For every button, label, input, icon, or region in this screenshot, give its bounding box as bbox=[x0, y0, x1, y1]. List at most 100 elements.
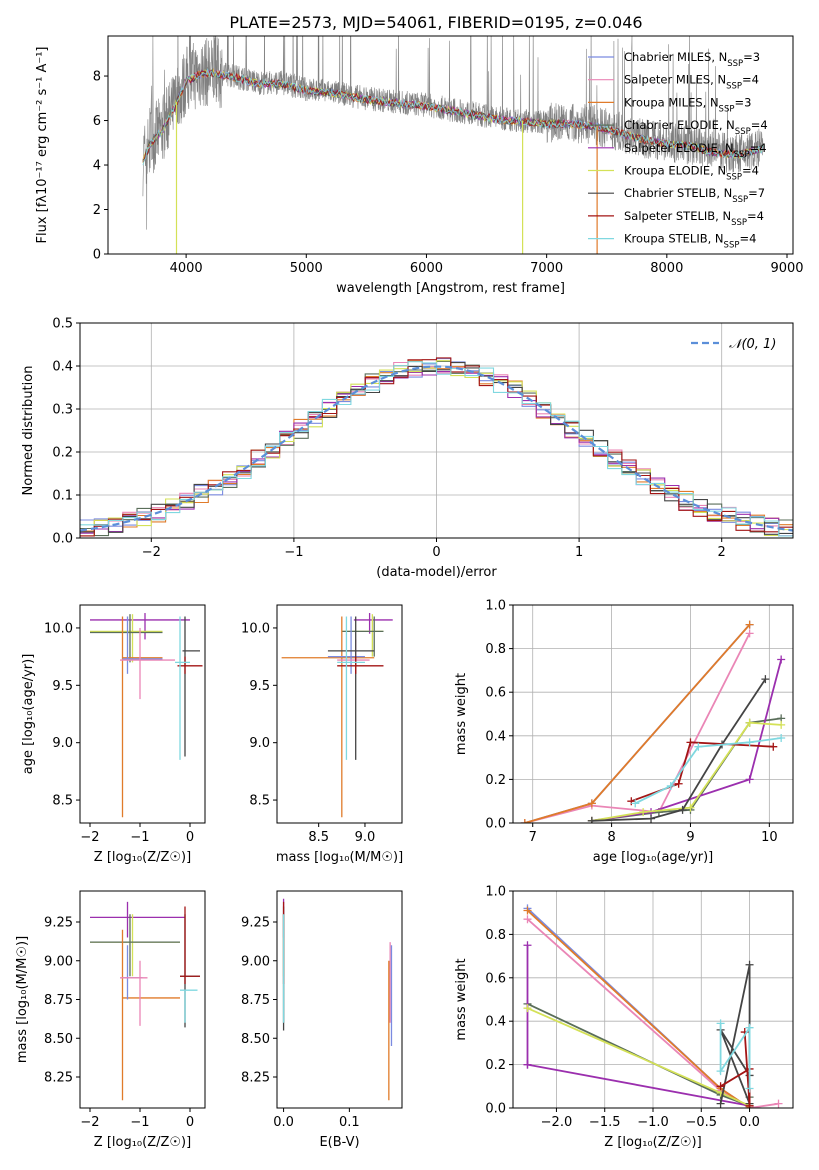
mass-weight-marker bbox=[716, 1099, 725, 1108]
axes-massweight-vs-Z: −2.0 −1.5 −1.0 −0.5 0.0 0.0 0.2 0.4 0.6 0.8 1.0 Z [… bbox=[454, 885, 794, 1150]
x-tick-label: 0 bbox=[186, 1115, 194, 1130]
errorbar-point bbox=[90, 914, 180, 977]
mass-weight-marker bbox=[587, 816, 596, 823]
axes-frame bbox=[79, 322, 794, 539]
x-axis-label: (data-model)/error bbox=[376, 565, 497, 580]
errorbar-point bbox=[180, 914, 200, 1028]
axes-mass-vs-EBV: 0.0 0.1 8.25 8.50 8.75 9.00 9.25 E(B-V) bbox=[241, 890, 403, 1150]
errorbar-point bbox=[180, 989, 198, 1023]
mass-weight-series-line bbox=[526, 907, 751, 1108]
x-tick-label: 4000 bbox=[170, 261, 203, 276]
mass-weight-plot-area bbox=[520, 620, 786, 823]
x-tick-label: 7000 bbox=[530, 261, 563, 276]
errorbar-plot-area bbox=[90, 901, 200, 1101]
x-axis-label: Z [log₁₀(Z/Z☉)] bbox=[604, 1135, 701, 1150]
y-tick-label: 0.4 bbox=[485, 729, 506, 744]
residual-histogram-step bbox=[80, 361, 793, 537]
x-tick-label: −1.0 bbox=[637, 1115, 669, 1130]
x-tick-label: −2 bbox=[142, 545, 161, 560]
errorbar-point bbox=[90, 613, 190, 640]
y-tick-label: 9.5 bbox=[52, 679, 73, 694]
histogram-plot-area bbox=[80, 357, 793, 537]
errorbar-point bbox=[121, 929, 180, 1101]
mass-weight-marker bbox=[631, 799, 640, 808]
axes-frame bbox=[276, 604, 403, 824]
legend-label: Kroupa ELODIE, NSSP=4 bbox=[624, 164, 759, 183]
y-tick-label: 0.0 bbox=[52, 532, 73, 547]
y-tick-label: 8.25 bbox=[241, 1071, 270, 1086]
x-tick-label: 8.5 bbox=[308, 830, 329, 845]
y-tick-label: 0.0 bbox=[485, 817, 506, 832]
legend-label: 𝒩(0, 1) bbox=[729, 337, 776, 352]
x-tick-label: 8000 bbox=[650, 261, 683, 276]
mass-weight-marker bbox=[761, 675, 770, 684]
y-tick-label: 8.25 bbox=[44, 1071, 73, 1086]
mass-weight-marker bbox=[523, 941, 532, 950]
y-axis-label: Flux [fλ10⁻¹⁷ erg cm⁻² s⁻¹ A⁻¹] bbox=[35, 47, 50, 244]
axes-mass-vs-Z: −2 −1 0 8.25 8.50 8.75 9.00 9.25 Z [log₁₀(Z/Z☉)]… bbox=[15, 890, 206, 1150]
x-tick-label: −2.0 bbox=[541, 1115, 573, 1130]
mass-weight-marker bbox=[694, 742, 703, 751]
mass-weight-marker bbox=[523, 1060, 532, 1069]
x-tick-label: −2 bbox=[80, 1115, 99, 1130]
mass-weight-marker bbox=[647, 814, 656, 823]
mass-weight-marker bbox=[769, 742, 778, 751]
y-tick-label: 0.1 bbox=[52, 489, 73, 504]
y-tick-label: 0.8 bbox=[485, 928, 506, 943]
y-tick-label: 8.75 bbox=[44, 993, 73, 1008]
x-tick-label: 0 bbox=[432, 545, 440, 560]
y-tick-label: 1.0 bbox=[485, 599, 506, 614]
y-tick-label: 9.00 bbox=[241, 954, 270, 969]
y-tick-label: 0.2 bbox=[485, 773, 506, 788]
x-tick-label: 2 bbox=[718, 545, 726, 560]
mass-weight-marker bbox=[674, 779, 683, 788]
errorbar-point bbox=[121, 616, 163, 818]
x-tick-label: −1 bbox=[130, 1115, 149, 1130]
x-tick-label: −1 bbox=[284, 545, 303, 560]
x-tick-label: −1 bbox=[130, 830, 149, 845]
y-tick-label: 2 bbox=[93, 203, 101, 218]
y-tick-label: 0.0 bbox=[485, 1102, 506, 1117]
y-tick-label: 9.0 bbox=[249, 736, 270, 751]
mass-weight-series-line bbox=[526, 909, 751, 1108]
mass-weight-marker bbox=[716, 1019, 725, 1028]
y-tick-label: 0.6 bbox=[485, 686, 506, 701]
x-axis-label: Z [log₁₀(Z/Z☉)] bbox=[94, 1135, 191, 1150]
legend-label: Kroupa MILES, NSSP=3 bbox=[624, 95, 751, 114]
mass-weight-marker bbox=[678, 805, 687, 814]
axes-frame bbox=[512, 890, 794, 1109]
mass-weight-marker bbox=[745, 738, 754, 747]
y-tick-label: 9.5 bbox=[249, 679, 270, 694]
errorbar-point bbox=[90, 614, 163, 663]
x-tick-label: 0.0 bbox=[273, 1115, 294, 1130]
mass-weight-marker bbox=[777, 655, 786, 664]
errorbar-point bbox=[337, 656, 384, 674]
mass-weight-marker bbox=[520, 819, 529, 823]
mass-weight-marker bbox=[745, 1023, 754, 1032]
x-tick-label: 0 bbox=[186, 830, 194, 845]
legend: Chabrier MILES, NSSP=3 Salpeter MILES, NS… bbox=[588, 50, 768, 251]
legend-label: Chabrier STELIB, NSSP=7 bbox=[624, 186, 765, 205]
mass-weight-series-line bbox=[524, 624, 751, 823]
legend-label: Salpeter ELODIE, NSSP=4 bbox=[624, 141, 767, 160]
y-tick-label: 0.3 bbox=[52, 403, 73, 418]
y-tick-label: 0.2 bbox=[485, 1058, 506, 1073]
errorbar-plot-area bbox=[282, 898, 393, 1101]
x-tick-label: 5000 bbox=[290, 261, 323, 276]
mass-weight-marker bbox=[745, 718, 754, 727]
x-tick-label: 1 bbox=[575, 545, 583, 560]
mass-weight-series-line bbox=[719, 1023, 751, 1089]
x-tick-label: −0.5 bbox=[685, 1115, 717, 1130]
y-tick-label: 0.4 bbox=[52, 360, 73, 375]
axes-age-vs-mass: 8.5 9.0 8.5 9.0 9.5 10.0 mass [log₁₀(M/M☉)] bbox=[241, 604, 403, 865]
mass-weight-marker bbox=[587, 799, 596, 808]
x-tick-label: 0.0 bbox=[739, 1115, 760, 1130]
y-tick-label: 10.0 bbox=[241, 621, 270, 636]
mass-weight-plot-area bbox=[523, 904, 783, 1108]
x-tick-label: 8 bbox=[607, 830, 615, 845]
mass-weight-marker bbox=[745, 960, 754, 969]
mass-weight-series-line bbox=[591, 678, 767, 822]
y-tick-label: 0.5 bbox=[52, 317, 73, 332]
errorbar-point bbox=[90, 901, 185, 938]
